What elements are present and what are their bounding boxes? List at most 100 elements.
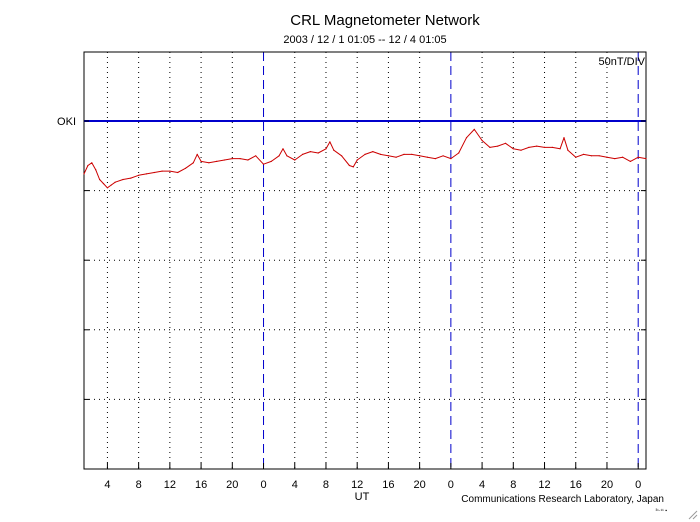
x-tick-label: 4 [479, 479, 485, 491]
x-tick-label: 12 [164, 479, 176, 491]
data-point [99, 178, 101, 181]
data-point [247, 159, 249, 161]
data-point [614, 158, 616, 160]
data-point [481, 139, 483, 142]
data-point [567, 149, 569, 151]
data-point [87, 164, 89, 167]
data-point [255, 155, 257, 157]
data-point [130, 177, 132, 179]
data-point [575, 156, 577, 158]
data-point [169, 170, 171, 172]
chart-subtitle: 2003 / 12 / 1 01:05 -- 12 / 4 01:05 [283, 34, 447, 46]
data-point [637, 156, 639, 158]
data-point [262, 163, 265, 165]
data-point [184, 167, 187, 169]
data-point [282, 148, 284, 150]
data-point [380, 153, 382, 155]
data-point [91, 162, 93, 164]
data-point [372, 151, 374, 153]
x-tick-label: 12 [538, 479, 550, 491]
data-point [278, 155, 280, 157]
data-point [551, 146, 553, 148]
data-point [504, 142, 507, 144]
data-point [329, 141, 331, 143]
data-point [153, 171, 155, 174]
data-point [309, 151, 311, 153]
data-point [325, 148, 327, 150]
x-tick-label: 0 [448, 479, 454, 491]
data-point [83, 173, 85, 175]
resize-grip-icon[interactable] [686, 508, 698, 520]
data-point [114, 181, 116, 183]
data-point [434, 158, 436, 160]
data-point [352, 166, 354, 168]
data-point [122, 178, 124, 181]
trace-layer [83, 128, 647, 189]
series-line-oki [83, 128, 647, 189]
data-point [95, 169, 97, 171]
station-label: OKI [57, 116, 76, 128]
x-tick-label: 16 [195, 479, 207, 491]
data-point [473, 128, 475, 130]
data-point [216, 160, 218, 162]
data-point [317, 152, 319, 154]
chart-title: CRL Magnetometer Network [290, 12, 480, 29]
x-tick-label: 8 [136, 479, 142, 491]
data-point [590, 155, 593, 157]
data-point [161, 170, 163, 172]
data-point [341, 155, 343, 157]
data-point [395, 156, 397, 158]
data-point [450, 158, 452, 160]
x-axis-label: UT [355, 491, 370, 503]
data-point [411, 153, 413, 155]
data-point [419, 155, 421, 157]
data-point [645, 158, 647, 160]
data-point [520, 149, 522, 151]
x-tick-label: 20 [226, 479, 238, 491]
data-point [145, 173, 147, 175]
data-point [286, 155, 288, 157]
version-mark: ³¹·¹¹ ▪ [656, 508, 668, 514]
x-tick-label: 8 [323, 479, 329, 491]
x-tick-label: 8 [510, 479, 516, 491]
data-point [622, 156, 624, 158]
data-point [138, 174, 140, 176]
x-tick-label: 16 [382, 479, 394, 491]
data-point [403, 153, 405, 155]
data-point [489, 146, 491, 148]
data-point [192, 162, 194, 164]
data-point [356, 159, 358, 161]
data-point [536, 145, 538, 147]
x-tick-label: 4 [292, 479, 298, 491]
data-point [426, 156, 428, 158]
data-point [270, 160, 272, 162]
data-point [302, 153, 304, 155]
data-point [442, 155, 444, 157]
data-point [196, 153, 198, 155]
data-point [223, 159, 226, 161]
data-point [208, 162, 210, 164]
data-point [333, 149, 335, 151]
x-tick-label: 20 [414, 479, 426, 491]
data-point [348, 164, 350, 167]
data-point [106, 187, 108, 189]
data-point [387, 155, 389, 157]
x-tick-labels: 4 8 12 16 20 0 4 8 12 16 20 0 4 8 12 16 20 0 [104, 479, 641, 491]
x-tick-label: 16 [570, 479, 582, 491]
x-tick-label: 12 [351, 479, 363, 491]
data-point [512, 148, 514, 150]
data-point [364, 153, 366, 155]
data-point [110, 184, 112, 186]
data-point [563, 137, 565, 139]
data-point [231, 158, 233, 160]
data-point [583, 153, 585, 155]
data-point [102, 183, 105, 185]
data-point [294, 159, 296, 161]
x-tick-label: 0 [260, 479, 266, 491]
data-point [200, 160, 202, 162]
data-point [543, 146, 546, 148]
data-point [465, 137, 468, 139]
data-point [528, 146, 530, 148]
data-point [239, 158, 241, 160]
